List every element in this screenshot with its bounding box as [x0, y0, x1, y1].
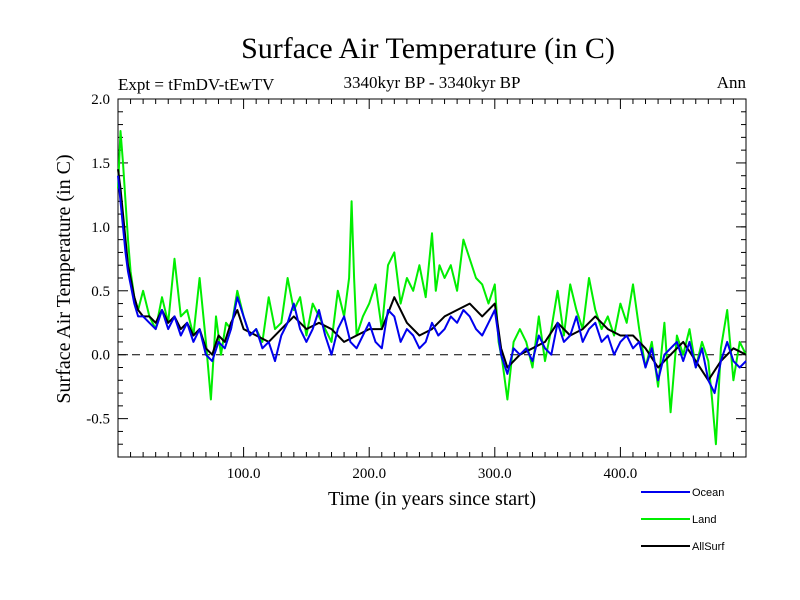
x-tick-label: 200.0	[352, 466, 386, 482]
season-label: Ann	[717, 73, 747, 92]
legend-allsurf-label: AllSurf	[692, 541, 725, 553]
plot-frame	[117, 98, 747, 458]
y-ticks: -0.5 0.0 0.5 1.0 1.5 2.0	[86, 92, 746, 445]
x-tick-label: 400.0	[604, 466, 638, 482]
series-lines	[117, 130, 747, 446]
chart-subtitle: 3340kyr BP - 3340kyr BP	[344, 73, 521, 92]
x-axis-label: Time (in years since start)	[328, 488, 536, 510]
y-tick-label: 0.5	[91, 284, 110, 300]
chart-title: Surface Air Temperature (in C)	[241, 32, 615, 65]
y-axis-label: Surface Air Temperature (in C)	[53, 154, 75, 403]
series-line-land	[117, 130, 747, 446]
x-ticks: 100.0 200.0 300.0 400.0	[130, 99, 734, 482]
legend-ocean-label: Ocean	[692, 487, 724, 499]
series-line-ocean	[117, 175, 747, 395]
legend-land-label: Land	[692, 514, 716, 526]
y-tick-label: 1.0	[91, 220, 110, 236]
y-tick-label: 2.0	[91, 92, 110, 108]
x-tick-label: 100.0	[227, 466, 261, 482]
y-tick-label: 0.0	[91, 348, 110, 364]
y-tick-label: -0.5	[86, 412, 110, 428]
x-tick-label: 300.0	[478, 466, 512, 482]
experiment-label: Expt = tFmDV-tEwTV	[118, 75, 275, 94]
y-tick-label: 1.5	[91, 156, 110, 172]
legend: Ocean Land AllSurf	[641, 487, 725, 553]
